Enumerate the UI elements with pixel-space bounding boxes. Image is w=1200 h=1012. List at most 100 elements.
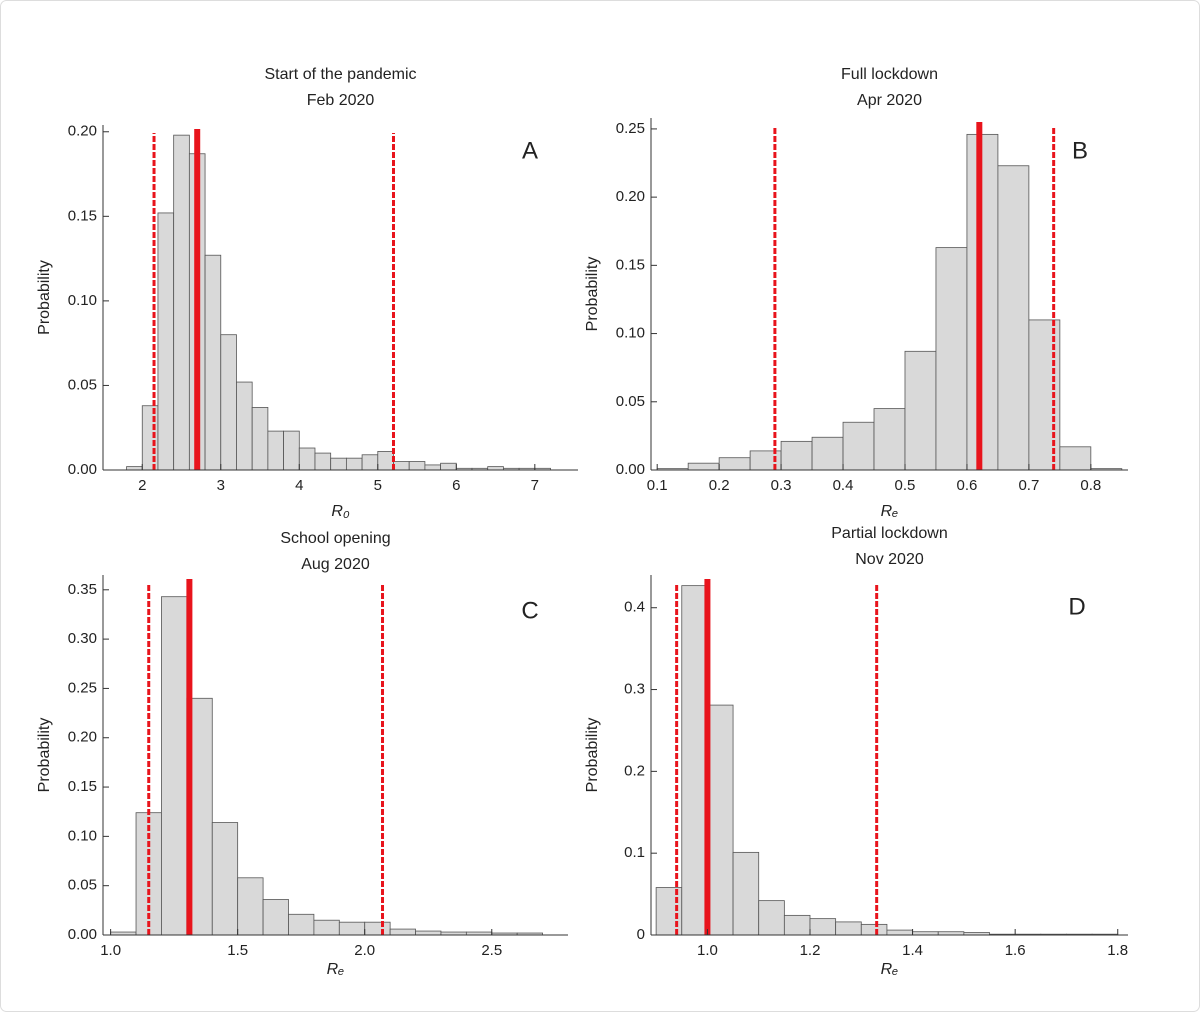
bar [758, 900, 785, 936]
bar [173, 134, 190, 471]
x-tick-label: 0.3 [771, 477, 792, 494]
y-tick-label: 0 [637, 926, 645, 943]
bar [141, 405, 159, 471]
bar [707, 704, 734, 936]
bar [997, 165, 1030, 471]
bar [886, 929, 913, 936]
x-tick-label: 1.0 [697, 942, 718, 959]
y-axis-label: Probability [36, 260, 53, 335]
bar [732, 851, 760, 936]
x-tick-label: 0.4 [833, 477, 854, 494]
x-tick-label: 1.2 [800, 942, 821, 959]
bar [655, 887, 683, 936]
bar [314, 452, 332, 471]
x-tick-label: 5 [374, 477, 382, 494]
x-axis-label: Rₑ [881, 961, 899, 978]
x-tick-label: 3 [217, 477, 225, 494]
bar [904, 350, 937, 471]
bar [262, 899, 289, 936]
bar [251, 407, 269, 471]
chart-subtitle: Apr 2020 [857, 92, 922, 109]
bar [408, 461, 426, 471]
bar [1059, 446, 1092, 471]
bar [330, 457, 347, 471]
x-tick-label: 0.6 [957, 477, 978, 494]
x-tick-label: 1.0 [100, 942, 121, 959]
bar [313, 919, 340, 936]
bar [1028, 319, 1061, 471]
x-tick-label: 2.5 [481, 942, 502, 959]
y-tick-label: 0.20 [616, 188, 645, 205]
bar [415, 930, 442, 936]
chart-subtitle: Feb 2020 [307, 92, 375, 109]
bar [809, 918, 837, 936]
x-axis-label: Rₑ [881, 503, 899, 520]
y-tick-label: 0.10 [68, 827, 97, 844]
chart-title: Partial lockdown [831, 525, 948, 542]
bar [288, 913, 315, 936]
panel-label: B [1072, 137, 1088, 164]
bar [345, 457, 363, 471]
x-tick-label: 2 [138, 477, 146, 494]
bar [267, 430, 284, 471]
bar [835, 921, 862, 936]
y-tick-label: 0.00 [68, 461, 97, 478]
y-tick-label: 0.10 [616, 325, 645, 342]
panel-label: D [1068, 593, 1085, 620]
y-tick-label: 0.10 [68, 292, 97, 309]
y-tick-label: 0.35 [68, 581, 97, 598]
y-tick-label: 0.05 [68, 376, 97, 393]
y-tick-label: 0.20 [68, 729, 97, 746]
chart-title: Start of the pandemic [264, 66, 416, 83]
x-tick-label: 0.1 [647, 477, 668, 494]
bar [783, 914, 811, 936]
bar [440, 462, 457, 471]
x-axis-label: R₀ [331, 503, 350, 520]
y-tick-label: 0.30 [68, 630, 97, 647]
y-tick-label: 0.00 [68, 926, 97, 943]
bar [780, 440, 813, 471]
y-tick-label: 0.25 [68, 679, 97, 696]
y-axis-label: Probability [36, 718, 53, 793]
chart-subtitle: Aug 2020 [301, 556, 370, 573]
bar [424, 464, 442, 471]
panel-label: C [521, 597, 538, 624]
y-tick-label: 0.3 [624, 681, 645, 698]
bar [873, 408, 906, 471]
x-tick-label: 0.5 [895, 477, 916, 494]
x-tick-label: 4 [295, 477, 303, 494]
x-tick-label: 2.0 [354, 942, 375, 959]
x-tick-label: 0.2 [709, 477, 730, 494]
bar [681, 585, 708, 936]
x-axis-label: Rₑ [327, 961, 345, 978]
bar [364, 921, 391, 936]
y-tick-label: 0.1 [624, 844, 645, 861]
chart-subtitle: Nov 2020 [855, 551, 924, 568]
bar [283, 430, 300, 471]
bar [811, 436, 844, 471]
x-tick-label: 0.7 [1018, 477, 1039, 494]
bar [237, 877, 264, 936]
y-tick-label: 0.15 [68, 207, 97, 224]
bar [842, 421, 875, 471]
bar [749, 450, 782, 471]
x-tick-label: 1.4 [902, 942, 923, 959]
y-tick-label: 0.05 [616, 393, 645, 410]
y-tick-label: 0.4 [624, 599, 645, 616]
bar [487, 466, 504, 471]
panel-label: A [522, 137, 538, 164]
x-tick-label: 1.6 [1005, 942, 1026, 959]
bar [220, 334, 237, 471]
bar [860, 923, 888, 936]
bar [718, 457, 751, 471]
y-tick-label: 0.05 [68, 877, 97, 894]
bar [298, 447, 316, 471]
y-tick-label: 0.25 [616, 120, 645, 137]
bar [935, 247, 968, 471]
x-tick-label: 1.5 [227, 942, 248, 959]
bar [389, 928, 416, 936]
bar [157, 212, 175, 471]
y-tick-label: 0.20 [68, 123, 97, 140]
bar [204, 254, 222, 471]
